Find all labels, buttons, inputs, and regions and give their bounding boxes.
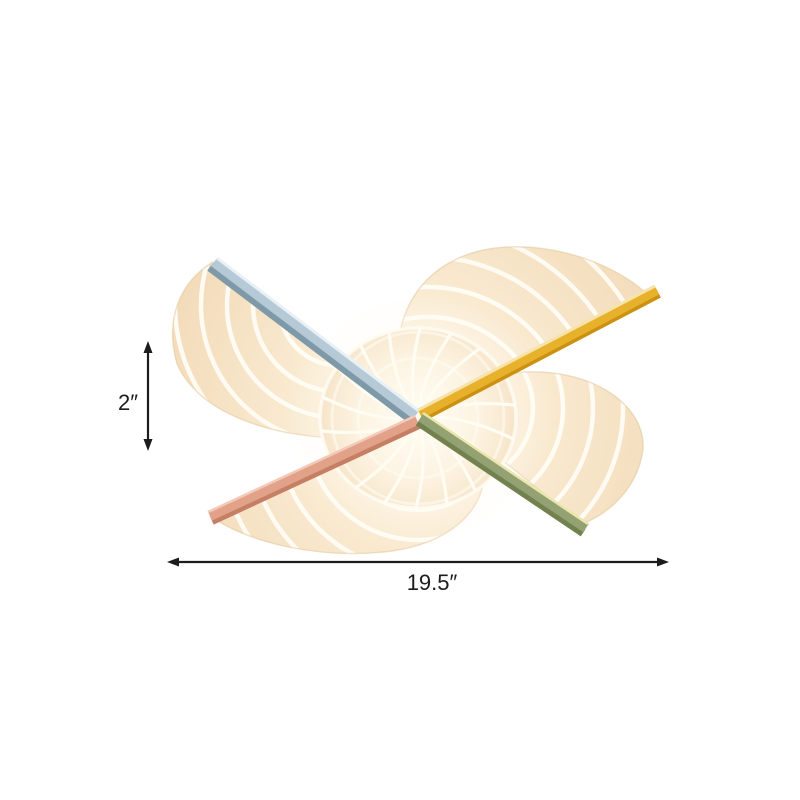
dimension-height: 2″ bbox=[118, 341, 153, 451]
light-fixture bbox=[171, 246, 661, 555]
width-dimension-label: 19.5″ bbox=[407, 570, 458, 595]
arrow-up-icon bbox=[143, 341, 153, 353]
bar-yellow bbox=[417, 284, 661, 422]
bar-pink bbox=[207, 414, 421, 525]
height-dimension-label: 2″ bbox=[118, 390, 138, 415]
arrow-right-icon bbox=[657, 557, 669, 567]
center-glow bbox=[288, 298, 548, 538]
arrow-left-icon bbox=[167, 557, 179, 567]
arrow-down-icon bbox=[143, 439, 153, 451]
dimension-width: 19.5″ bbox=[167, 557, 669, 595]
bar-green bbox=[415, 411, 589, 537]
bar-blue bbox=[207, 256, 420, 424]
